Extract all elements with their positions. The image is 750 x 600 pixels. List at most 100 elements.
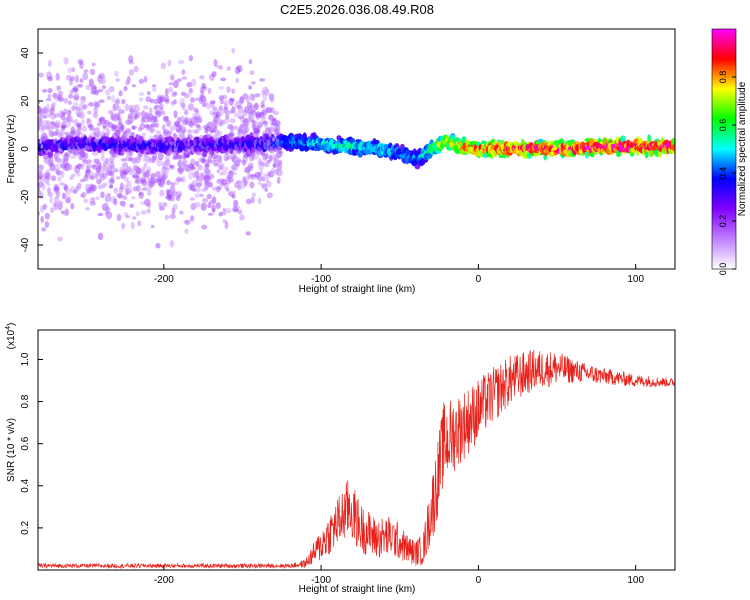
spectrogram-cell (122, 195, 128, 200)
spectrogram-cell (58, 128, 66, 137)
spectrogram-cell (157, 151, 164, 161)
spectrogram-cell (208, 173, 215, 180)
spectrogram-cell (178, 59, 185, 65)
spectrogram-cell (101, 76, 106, 85)
spectrogram-cell (228, 177, 234, 183)
spectrogram-cell (70, 202, 75, 210)
colorbar-label: Normalized spectral amplitude (737, 81, 748, 216)
spectrogram-cell (146, 208, 151, 214)
spectrogram-cell (123, 86, 128, 92)
spectrogram-cell (105, 206, 111, 212)
spectrogram-cell (196, 186, 201, 193)
spectrogram-cell (118, 117, 122, 124)
spectrogram-cell (254, 93, 261, 98)
spectrogram-cell (92, 151, 99, 156)
spectrogram-cell (222, 207, 227, 216)
spectrogram-cell (172, 203, 178, 211)
spectrogram-cell (249, 70, 255, 75)
spectrogram-cell (123, 168, 127, 175)
spectrogram-cell (38, 101, 41, 105)
spectrogram-cell (171, 92, 177, 97)
spectrogram-cell (44, 221, 50, 228)
spectrogram-cell (115, 129, 121, 137)
spectrogram-cell (87, 110, 92, 115)
spectrogram-cell (55, 191, 61, 198)
spectrogram-cell (79, 165, 85, 170)
colorbar-tick-label: 0.0 (718, 263, 728, 276)
spectrogram-cell (65, 153, 71, 158)
spectrogram-cell (197, 115, 202, 120)
spectrogram-x-ticks: -200 -100 0 100 (154, 264, 644, 285)
spectrogram-cell (199, 193, 204, 198)
spectrogram-cell (275, 120, 281, 127)
spectrogram-cell (164, 214, 170, 220)
spectrogram-cell (276, 176, 281, 184)
spectrogram-cell (199, 172, 205, 181)
colorbar-tick-label: 0.4 (718, 167, 728, 180)
spectrogram-cell (158, 133, 163, 139)
spectrogram-cell (263, 162, 270, 168)
spectrogram-cell (181, 103, 186, 111)
spectrogram-cell (110, 164, 115, 170)
spectrogram-cell (170, 74, 175, 81)
spectrogram-cell (165, 158, 171, 168)
spectrogram-cell (232, 171, 238, 176)
spectrogram-cell (97, 164, 103, 171)
spectrogram-cell (138, 127, 143, 132)
spectrogram-cell (212, 186, 217, 191)
spectrogram-cell (211, 71, 217, 78)
spectrogram-cell (269, 98, 275, 103)
spectrogram-cell (91, 62, 96, 67)
spectrogram-cell (248, 85, 253, 90)
spectrogram-cell (90, 68, 96, 76)
spectrogram-cell (259, 78, 266, 82)
spectrogram-cell (143, 75, 148, 83)
spectrogram-cell (205, 134, 211, 138)
spectrogram-cell (272, 110, 280, 116)
spectrogram-cell (234, 125, 238, 130)
spectrogram-cell (56, 85, 61, 91)
spectrogram-cell (237, 210, 242, 214)
spectrogram-cell (218, 164, 223, 171)
spectrogram-cell (226, 86, 231, 93)
spectrogram-cell (184, 228, 189, 234)
spectrogram-cell (251, 94, 256, 102)
spectrogram-cell (181, 175, 186, 183)
spectrogram-cell (193, 107, 199, 113)
spectrogram-cell (176, 116, 182, 124)
snr-y-tick-label: 0.2 (20, 521, 31, 535)
spectrogram-cell (51, 175, 56, 182)
spectrogram-cell (184, 109, 189, 116)
spectrogram-cell (89, 201, 96, 206)
spectrogram-cell (57, 236, 63, 242)
spectrogram-cell (81, 119, 85, 125)
spectrogram-cell (169, 165, 174, 169)
spectrogram-cell (223, 106, 229, 114)
spectrogram-cell (79, 78, 84, 83)
spectrogram-cell (63, 108, 68, 115)
spectrogram-y-tick-label: 40 (20, 47, 31, 59)
spectrogram-cell (46, 103, 50, 112)
spectrogram-cell (116, 213, 122, 222)
spectrogram-cell (42, 184, 46, 191)
spectrogram-cell (244, 180, 248, 187)
spectrogram-cell (129, 203, 135, 208)
spectrogram-cell (159, 189, 165, 197)
spectrogram-cell (231, 47, 236, 54)
spectrogram-cell (203, 183, 209, 192)
spectrogram-cell (67, 164, 73, 171)
colorbar-ticks: 0.0 0.2 0.4 0.6 0.8 (718, 71, 736, 276)
spectrogram-cell (121, 222, 126, 230)
spectrogram-cell (64, 198, 70, 204)
spectrogram-cell (134, 104, 140, 113)
spectrogram-cell (40, 124, 47, 131)
spectrogram-cell (100, 155, 105, 162)
spectrogram-cell (96, 178, 102, 185)
spectrogram-cell (82, 152, 89, 160)
spectrogram-cell (590, 152, 595, 158)
spectrogram-x-tick-label: -100 (311, 274, 331, 285)
spectrogram-cell (87, 159, 92, 164)
spectrogram-cell (212, 106, 218, 111)
